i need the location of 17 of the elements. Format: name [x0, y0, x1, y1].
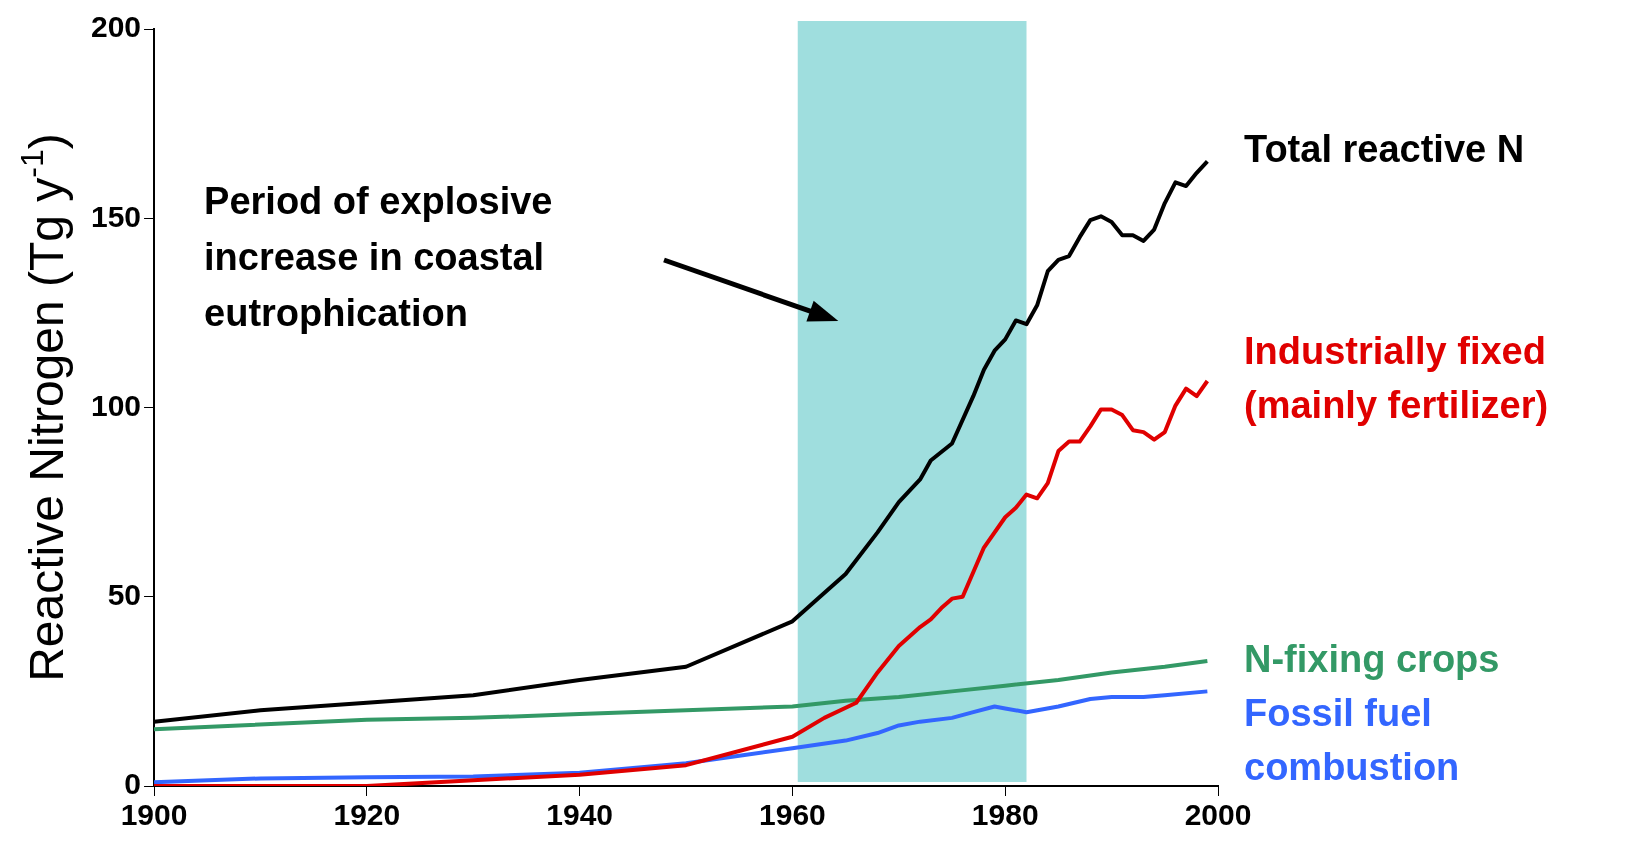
- annotation: Period of explosive increase in coastal eutrophication: [204, 180, 553, 335]
- series-label: Total reactive N: [1244, 127, 1525, 170]
- y-tick-label: 200: [90, 10, 142, 44]
- x-tick-label: 1980: [971, 798, 1039, 832]
- x-tick-label: 1900: [120, 798, 188, 832]
- y-tick-label: 0: [124, 767, 142, 801]
- series-label: Fossil fuel combustion: [1244, 691, 1460, 788]
- series-label: Industrially fixed (mainly fertilizer): [1244, 330, 1549, 427]
- series-label: N-fixing crops: [1244, 637, 1500, 680]
- x-tick-label: 1920: [333, 798, 401, 832]
- y-axis-title: Reactive Nitrogen (Tg y-1): [13, 133, 74, 682]
- x-tick-label: 2000: [1184, 798, 1252, 832]
- y-tick-label: 50: [107, 578, 142, 612]
- y-tick-label: 150: [90, 199, 142, 233]
- y-tick-label: 100: [90, 388, 142, 422]
- x-tick-label: 1940: [546, 798, 614, 832]
- x-tick-label: 1960: [759, 798, 826, 832]
